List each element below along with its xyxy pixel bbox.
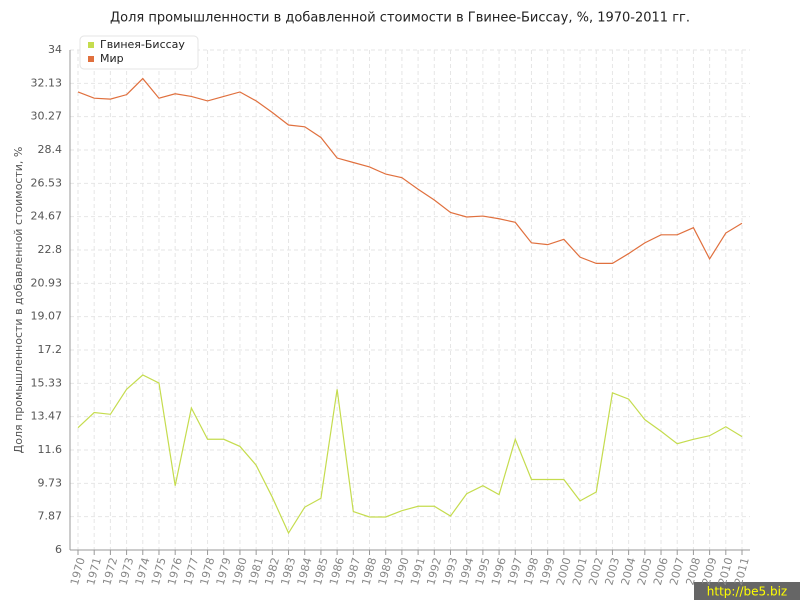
y-tick-label: 15.33 (31, 376, 63, 389)
chart-title: Доля промышленности в добавленной стоимо… (110, 11, 690, 26)
y-tick-label: 6 (55, 543, 62, 556)
series-line (77, 374, 743, 535)
watermark: http://be5.biz (707, 585, 787, 599)
y-tick-label: 30.27 (31, 110, 63, 123)
y-tick-label: 9.73 (38, 476, 63, 489)
y-tick-label: 19.07 (31, 310, 63, 323)
y-tick-label: 26.53 (31, 176, 63, 189)
y-tick-label: 20.93 (31, 276, 63, 289)
legend-label: Мир (100, 52, 124, 65)
y-tick-label: 24.67 (31, 210, 63, 223)
legend-swatch (88, 56, 94, 62)
legend-label: Гвинея-Биссау (100, 38, 185, 51)
y-tick-label: 13.47 (31, 410, 63, 423)
y-tick-label: 32.13 (31, 76, 63, 89)
series-line (77, 77, 743, 264)
watermark-bg (694, 582, 800, 600)
legend-box (79, 35, 199, 70)
y-axis-label: Доля промышленности в добавленной стоимо… (12, 147, 25, 454)
y-tick-label: 7.87 (38, 510, 63, 523)
y-tick-label: 28.4 (38, 143, 63, 156)
y-tick-label: 34 (48, 43, 62, 56)
y-tick-label: 17.2 (38, 343, 63, 356)
y-tick-label: 11.6 (38, 443, 63, 456)
legend-swatch (88, 42, 94, 48)
y-tick-label: 22.8 (38, 243, 63, 256)
